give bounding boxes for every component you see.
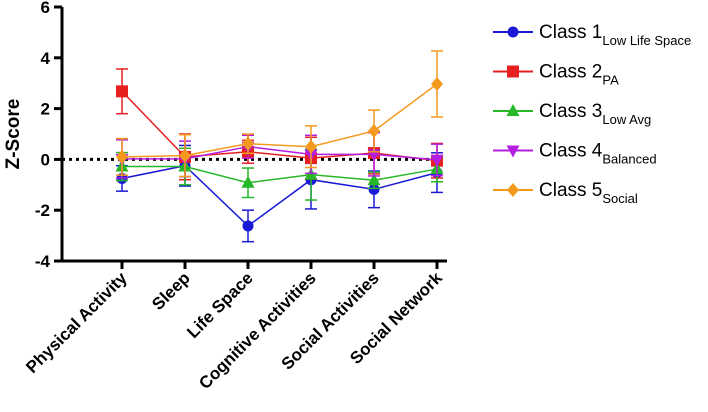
- data-point: [431, 76, 443, 91]
- legend-marker: [506, 104, 520, 116]
- legend-item-2: Class 2PA: [493, 62, 619, 88]
- series-5: [116, 50, 443, 178]
- x-tick-label: Physical Activity: [22, 268, 131, 377]
- data-point: [305, 139, 317, 154]
- data-point: [242, 220, 254, 232]
- series-line: [122, 145, 438, 161]
- data-point: [367, 173, 381, 186]
- y-axis-label: Z-Score: [3, 99, 24, 170]
- y-tick-label: 4: [41, 49, 51, 68]
- legend-class-name: Class 3: [539, 101, 602, 122]
- y-tick-label: -4: [35, 252, 51, 271]
- y-tick-label: 0: [41, 150, 50, 169]
- legend-item-4: Class 4Balanced: [493, 141, 657, 167]
- plot-area: [115, 50, 444, 243]
- legend-class-name: Class 2: [539, 62, 602, 83]
- legend-marker: [507, 183, 519, 197]
- series-line: [121, 164, 438, 227]
- legend-label: Class 2PA: [539, 62, 619, 88]
- legend-label: Class 5Social: [539, 180, 638, 206]
- legend-class-subscript: Social: [602, 191, 638, 206]
- legend-marker: [507, 26, 519, 38]
- legend-label: Class 3Low Avg: [539, 101, 651, 127]
- legend-label: Class 1Low Life Space: [539, 22, 691, 48]
- data-point: [368, 183, 380, 195]
- data-point: [430, 154, 444, 167]
- x-tick-label: Cognitive Activities: [195, 268, 320, 393]
- legend-class-name: Class 4: [539, 141, 603, 162]
- legend-marker: [506, 145, 520, 158]
- legend-class-subscript: PA: [602, 73, 619, 88]
- series-line: [121, 83, 438, 158]
- y-tick-label: 2: [41, 100, 50, 119]
- data-point: [241, 175, 255, 188]
- x-tick-label: Sleep: [148, 268, 194, 314]
- series-line: [121, 90, 438, 162]
- legend-marker: [507, 65, 519, 78]
- legend-class-subscript: Low Avg: [602, 112, 651, 127]
- data-point: [368, 123, 380, 138]
- data-point: [116, 85, 128, 98]
- data-point: [242, 136, 254, 151]
- legend-class-subscript: Low Life Space: [602, 33, 691, 48]
- legend-item-3: Class 3Low Avg: [493, 101, 651, 127]
- legend-item-5: Class 5Social: [493, 180, 638, 206]
- data-point: [116, 149, 128, 164]
- y-tick-label: -2: [35, 201, 50, 220]
- legend-class-subscript: Balanced: [602, 152, 656, 167]
- legend-class-name: Class 1: [539, 22, 602, 43]
- series-2: [116, 68, 443, 181]
- legend-class-name: Class 5: [539, 180, 602, 201]
- legend-item-1: Class 1Low Life Space: [493, 22, 691, 48]
- legend-label: Class 4Balanced: [539, 141, 657, 167]
- data-point: [179, 148, 191, 163]
- y-tick-label: 6: [41, 0, 50, 17]
- series-line: [122, 165, 438, 184]
